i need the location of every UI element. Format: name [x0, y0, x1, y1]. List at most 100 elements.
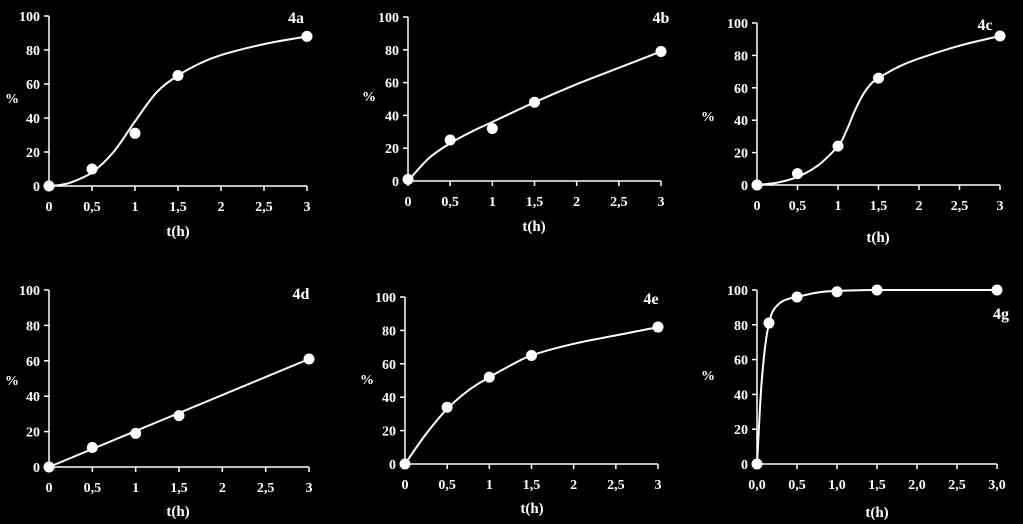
- x-axis-label: t(h): [166, 224, 189, 240]
- data-point: [873, 72, 884, 84]
- x-tick-label: 2: [218, 200, 225, 215]
- x-axis-label: t(h): [865, 505, 888, 521]
- y-tick-label: 40: [26, 112, 40, 127]
- chart-panel-4e: 0 20 40 60 80 100 0 0,5 1 1,5 2 2,5 3% t(h) 4e: [360, 291, 664, 517]
- y-tick-label: 20: [734, 147, 748, 162]
- x-tick-label: 3: [997, 199, 1004, 214]
- x-tick-label: 3: [655, 478, 662, 493]
- x-tick-label: 1: [835, 199, 842, 214]
- data-point: [526, 349, 537, 361]
- y-tick-label: 60: [734, 82, 748, 97]
- y-tick-label: 60: [26, 78, 40, 93]
- data-point: [751, 458, 763, 470]
- data-point: [792, 168, 803, 180]
- x-tick-label: 3,0: [988, 478, 1006, 493]
- y-tick-label: 80: [26, 319, 40, 334]
- y-tick-label: 100: [727, 284, 748, 299]
- y-tick-label: 0: [33, 180, 40, 195]
- y-tick-label: 40: [26, 390, 40, 405]
- x-tick-label: 2: [916, 199, 923, 214]
- panel-title: 4g: [993, 306, 1009, 323]
- data-point: [86, 163, 98, 175]
- data-point: [763, 317, 775, 329]
- data-point: [994, 30, 1006, 42]
- data-point: [43, 180, 55, 192]
- data-point: [441, 401, 453, 413]
- y-tick-label: 40: [385, 109, 399, 124]
- x-tick-label: 0,5: [438, 478, 456, 493]
- y-tick-label: 80: [385, 44, 399, 59]
- y-tick-label: 60: [382, 358, 396, 373]
- data-point: [831, 286, 843, 298]
- x-tick-label: 1: [132, 200, 139, 215]
- y-tick-label: 100: [378, 11, 399, 26]
- data-point: [303, 353, 315, 365]
- y-tick-label: 80: [382, 324, 396, 339]
- panel-title: 4d: [293, 286, 310, 303]
- y-axis-label: %: [701, 369, 715, 384]
- y-tick-label: 20: [26, 426, 40, 441]
- chart-panel-4g: 0 20 40 60 80 100 0,0 0,5 1,0 1,5 2,0 2,5 3,0% t(h) 4g: [701, 284, 1009, 521]
- y-tick-label: 0: [392, 175, 399, 190]
- y-tick-label: 20: [385, 142, 399, 157]
- panel-title: 4b: [653, 10, 670, 27]
- x-tick-label: 2,5: [951, 199, 969, 214]
- y-axis-label: %: [701, 110, 715, 125]
- y-axis-label: %: [5, 374, 19, 389]
- y-tick-label: 40: [734, 114, 748, 129]
- data-point: [130, 427, 142, 439]
- data-point: [301, 30, 313, 42]
- data-point: [399, 458, 411, 470]
- data-point: [43, 461, 55, 473]
- x-tick-label: 1: [486, 478, 493, 493]
- data-point: [402, 173, 414, 185]
- y-tick-label: 20: [382, 425, 396, 440]
- x-tick-label: 0,0: [748, 478, 766, 493]
- x-tick-label: 0: [46, 200, 53, 215]
- y-tick-label: 60: [26, 355, 40, 370]
- chart-panel-4c: 0 20 40 60 80 100 0 0,5 1 1,5 2 2,5 3% t(h) 4c: [701, 17, 1006, 246]
- x-axis-label: t(h): [866, 230, 889, 246]
- x-tick-label: 0,5: [789, 199, 807, 214]
- panel-title: 4a: [288, 10, 304, 27]
- x-tick-label: 1: [489, 195, 496, 210]
- y-tick-label: 40: [382, 391, 396, 406]
- y-tick-label: 40: [734, 388, 748, 403]
- x-axis-label: t(h): [520, 501, 543, 517]
- x-tick-label: 0: [402, 478, 409, 493]
- y-tick-label: 100: [19, 284, 40, 299]
- y-tick-label: 0: [389, 458, 396, 473]
- x-tick-label: 2,5: [255, 200, 273, 215]
- x-tick-label: 2: [573, 195, 580, 210]
- x-tick-label: 2,5: [257, 481, 275, 496]
- x-tick-label: 2: [570, 478, 577, 493]
- data-point: [129, 127, 141, 139]
- fit-curve: [756, 35, 1001, 186]
- panel-title: 4e: [643, 291, 658, 308]
- x-tick-label: 1,5: [523, 478, 541, 493]
- y-tick-label: 100: [375, 291, 396, 306]
- y-tick-label: 100: [727, 17, 748, 32]
- x-axis-label: t(h): [522, 219, 545, 235]
- x-tick-label: 3: [306, 481, 313, 496]
- x-tick-label: 1,0: [828, 478, 846, 493]
- x-tick-label: 0: [46, 481, 53, 496]
- data-point: [483, 371, 495, 383]
- x-tick-label: 1,5: [870, 199, 888, 214]
- y-tick-label: 80: [734, 319, 748, 334]
- data-point: [832, 140, 844, 152]
- x-tick-label: 0,5: [441, 195, 459, 210]
- x-tick-label: 2,5: [610, 195, 628, 210]
- y-tick-label: 0: [33, 461, 40, 476]
- x-tick-label: 1,5: [526, 195, 544, 210]
- y-tick-label: 100: [19, 10, 40, 25]
- x-tick-label: 0: [405, 195, 412, 210]
- x-tick-label: 1,5: [169, 200, 187, 215]
- y-tick-label: 20: [734, 423, 748, 438]
- x-tick-label: 3: [658, 195, 665, 210]
- x-tick-label: 1: [132, 481, 139, 496]
- data-point: [444, 134, 456, 146]
- chart-panel-4b: 0 20 40 60 80 100 0 0,5 1 1,5 2 2,5 3% t(h) 4b: [362, 10, 670, 235]
- fit-curve: [404, 326, 659, 465]
